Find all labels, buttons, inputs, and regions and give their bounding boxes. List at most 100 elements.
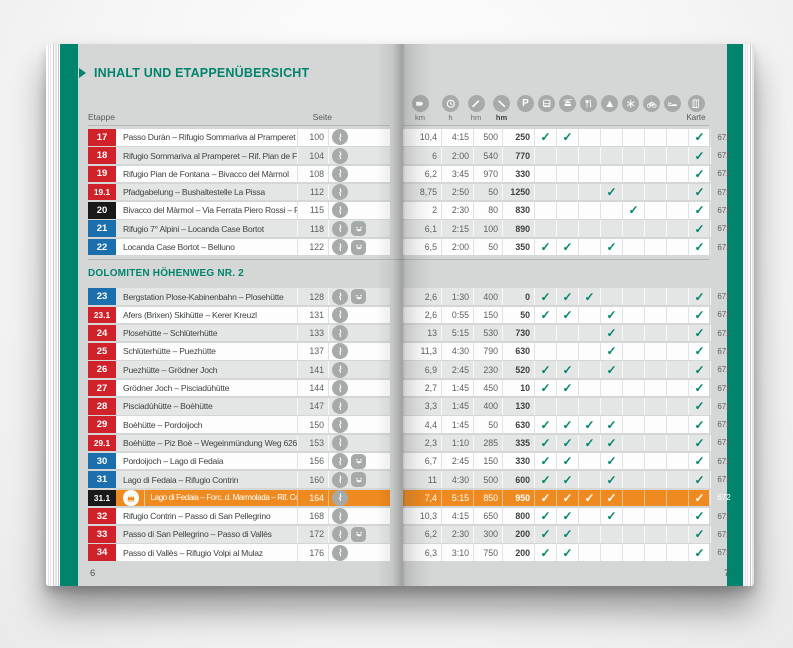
gutter-spacer: [390, 129, 403, 146]
check-snowflake: [644, 220, 666, 237]
km-value: 2: [432, 205, 437, 216]
check-bus: ✓: [556, 379, 578, 397]
stage-number-badge: 33: [88, 526, 116, 543]
page-number-left: 6: [90, 568, 96, 579]
snowflake-icon: [622, 95, 639, 112]
trail-icon: [332, 288, 348, 305]
descent-value: 330: [502, 165, 534, 183]
stage-number-badge: 19.1: [88, 183, 116, 201]
gutter-spacer: [390, 325, 403, 342]
clock-icon: [442, 95, 459, 112]
stage-row-right: 6,2 2:30 300 200 ✓ ✓ ✓ 672: [403, 526, 731, 543]
bicycle-icon: [643, 95, 660, 112]
stage-page: 150: [297, 416, 328, 433]
check-cablecar: [578, 379, 600, 397]
header-label: h: [448, 113, 453, 122]
mountain-icon: [601, 95, 618, 112]
col-seite-label: Seite: [312, 112, 332, 122]
stage-number-badge: 23.1: [88, 306, 116, 324]
descent-value: 520: [502, 361, 534, 378]
stage-number-badge: 17: [88, 129, 116, 146]
check-parking: ✓: [534, 238, 556, 256]
duration-value: 0:55: [441, 306, 473, 324]
check-mountain: [622, 129, 644, 146]
header-cell: [620, 95, 641, 123]
stage-route-text: Grödner Joch – Pisciadùhütte: [123, 383, 230, 394]
stage-page: 168: [297, 507, 328, 525]
stage-row-left: 17 Passo Duràn – Rifugio Sommariva al Pra…: [88, 129, 390, 146]
ascent-value: 50: [473, 416, 502, 433]
check-accommodation: ✓: [688, 343, 710, 360]
header-label: hm: [470, 113, 482, 122]
stage-number-badge: 23: [88, 288, 116, 305]
check-cablecar: [578, 202, 600, 219]
stage-route: Locanda Case Bortot – Belluno: [116, 239, 297, 256]
check-bicycle: [666, 343, 688, 360]
stage-route-text: Locanda Case Bortot – Belluno: [123, 242, 235, 253]
gutter-spacer: [390, 490, 403, 507]
stage-page: 108: [297, 165, 328, 183]
check-bicycle: [666, 471, 688, 488]
check-accommodation: ✓: [688, 183, 710, 201]
stage-page: 122: [297, 238, 328, 256]
gutter-spacer: [390, 453, 403, 470]
descent-value: 630: [502, 416, 534, 433]
teal-margin-band-left: [60, 44, 78, 586]
ascent-value: 650: [473, 507, 502, 525]
check-restaurant: ✓: [600, 343, 622, 360]
ascent-value: 970: [473, 165, 502, 183]
stage-route: Pfadgabelung – Bushaltestelle La Pissa: [116, 184, 297, 201]
check-restaurant: [600, 288, 622, 305]
stage-page: 153: [297, 434, 328, 452]
check-restaurant: ✓: [600, 416, 622, 433]
check-cablecar: [578, 507, 600, 525]
stage-row-left: 24 Plosehütte – Schlüterhütte 133: [88, 324, 390, 342]
check-restaurant: [600, 379, 622, 397]
stage-route-text: Bergstation Plose-Kabinenbahn – Plosehüt…: [123, 291, 284, 302]
check-bicycle: [666, 165, 688, 183]
check-accommodation: ✓: [688, 544, 710, 561]
check-bus: ✓: [556, 129, 578, 146]
duration-value: 2:45: [441, 361, 473, 378]
descent-value: 350: [502, 238, 534, 256]
check-mountain: [622, 183, 644, 201]
check-mountain: [622, 324, 644, 342]
stage-route: Lago di Fedaia – Rifugio Contrin: [116, 471, 297, 488]
descent-value: 730: [502, 324, 534, 342]
stage-row-right: 2,7 1:45 450 10 ✓ ✓ ✓ 672: [403, 379, 731, 397]
check-mountain: [622, 238, 644, 256]
check-mountain: [622, 489, 644, 507]
tour-type-icons: [328, 526, 390, 543]
check-bus: [556, 220, 578, 237]
stage-number-badge: 27: [88, 379, 116, 397]
stage-row: 31 Lago di Fedaia – Rifugio Contrin 160 11 4…: [88, 471, 731, 488]
duration-value: 5:15: [441, 489, 473, 507]
trail-icon: [332, 184, 348, 201]
check-mountain: [622, 343, 644, 360]
duration-value: 2:00: [441, 238, 473, 256]
gutter-spacer: [390, 166, 403, 183]
check-bus: [556, 202, 578, 219]
stage-row-left: 27 Grödner Joch – Pisciadùhütte 144: [88, 379, 390, 397]
stage-page: 137: [297, 343, 328, 360]
header-label: hm: [495, 113, 508, 122]
cablecar-icon: [559, 95, 576, 112]
km-value: 4,4: [424, 419, 437, 430]
tour-type-icons: [328, 361, 390, 378]
check-snowflake: [644, 471, 666, 488]
stage-row: 30 Pordoijoch – Lago di Fedaia 156 6,7 2:45 1…: [88, 452, 731, 470]
tour-type-icons: [328, 220, 390, 237]
km-value: 2,6: [424, 291, 437, 302]
header-cell: [599, 95, 620, 123]
check-parking: [534, 147, 556, 164]
map-number: 672: [710, 147, 737, 164]
check-restaurant: [600, 147, 622, 164]
km-value: 13: [427, 328, 437, 339]
ascent-value: 500: [473, 471, 502, 488]
page-title: INHALT UND ETAPPENÜBERSICHT: [94, 66, 310, 80]
descent-value: 1250: [502, 183, 534, 201]
check-bus: [556, 343, 578, 360]
map-number: 672: [710, 306, 737, 324]
descent-value: 800: [502, 507, 534, 525]
check-cablecar: [578, 343, 600, 360]
